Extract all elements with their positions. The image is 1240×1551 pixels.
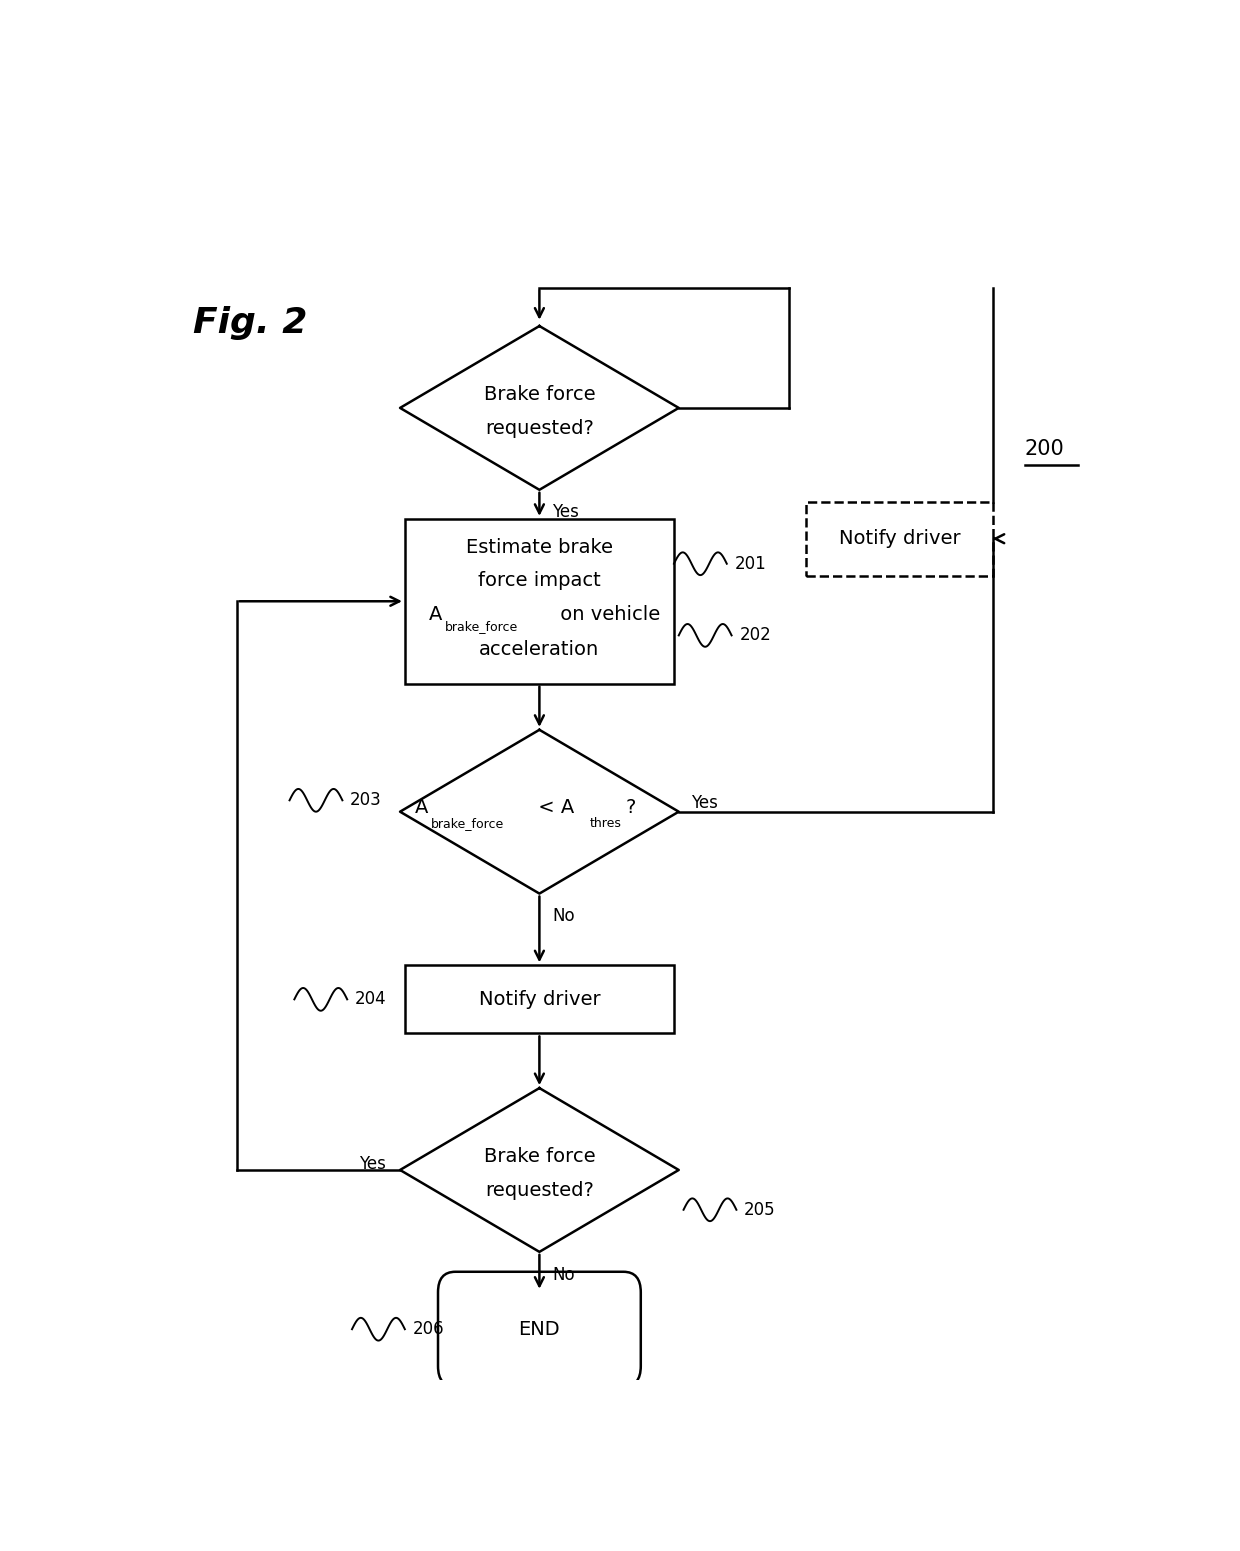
Text: thres: thres — [589, 816, 621, 830]
Text: Estimate brake: Estimate brake — [466, 538, 613, 557]
Text: brake_force: brake_force — [445, 620, 518, 633]
Text: acceleration: acceleration — [480, 639, 599, 659]
Text: < A: < A — [532, 797, 574, 817]
Text: A: A — [429, 605, 443, 625]
Text: No: No — [552, 1266, 574, 1284]
Text: Yes: Yes — [358, 1155, 386, 1173]
Text: force impact: force impact — [479, 571, 600, 591]
Text: 200: 200 — [1024, 439, 1064, 459]
Text: requested?: requested? — [485, 1180, 594, 1200]
Text: Yes: Yes — [691, 794, 718, 811]
Bar — [806, 501, 993, 575]
Text: 206: 206 — [413, 1320, 444, 1339]
Text: Brake force: Brake force — [484, 1146, 595, 1166]
Text: ?: ? — [626, 797, 636, 817]
Text: Fig. 2: Fig. 2 — [193, 306, 308, 340]
Text: requested?: requested? — [485, 419, 594, 437]
Text: Notify driver: Notify driver — [479, 990, 600, 1008]
Bar — [404, 965, 675, 1033]
Text: No: No — [552, 907, 574, 926]
Text: 204: 204 — [355, 991, 387, 1008]
Text: 201: 201 — [734, 555, 766, 572]
Text: brake_force: brake_force — [430, 816, 503, 830]
Text: 202: 202 — [739, 627, 771, 644]
Bar — [404, 518, 675, 684]
Text: END: END — [518, 1320, 560, 1339]
Text: Brake force: Brake force — [484, 385, 595, 403]
Text: 203: 203 — [350, 791, 382, 810]
Text: Notify driver: Notify driver — [839, 529, 961, 548]
Text: Yes: Yes — [552, 504, 579, 521]
Text: 205: 205 — [744, 1200, 776, 1219]
Text: A: A — [414, 797, 428, 817]
Text: on vehicle: on vehicle — [554, 605, 660, 625]
